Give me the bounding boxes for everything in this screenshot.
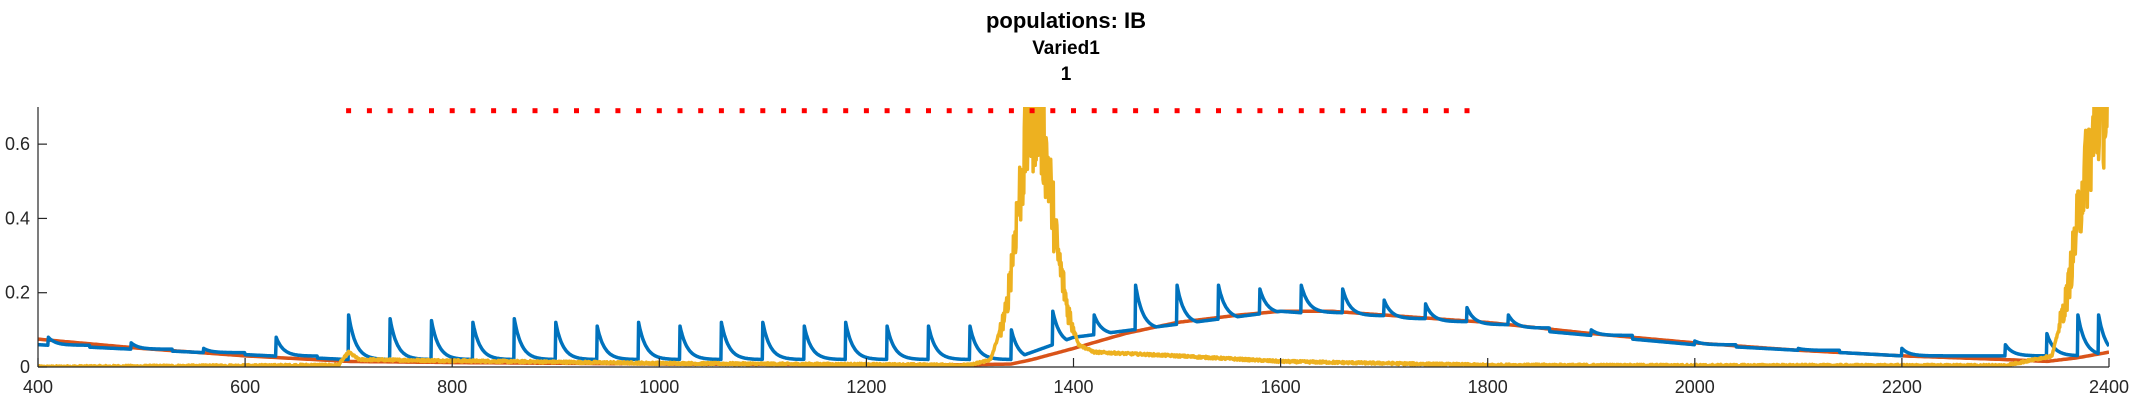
annotation-dot [366, 108, 372, 114]
annotation-dot [511, 108, 517, 114]
annotation-dot [863, 108, 869, 114]
x-tick-label: 2400 [2089, 377, 2129, 397]
annotation-dot [905, 108, 911, 114]
x-tick-label: 600 [230, 377, 260, 397]
annotation-dot [1091, 108, 1097, 114]
annotation-dot [1443, 108, 1449, 114]
annotation-dot [801, 108, 807, 114]
annotation-dot [1360, 108, 1366, 114]
chart-subtitle: Varied1 [1032, 38, 1100, 59]
annotation-dot [1340, 108, 1346, 114]
annotation-dot [739, 108, 745, 114]
annotation-dot [1008, 108, 1014, 114]
x-tick-label: 2000 [1675, 377, 1715, 397]
y-tick-label: 0.2 [5, 283, 30, 303]
annotation-dot [1029, 108, 1035, 114]
annotation-dot [656, 108, 662, 114]
x-tick-label: 1000 [639, 377, 679, 397]
annotation-dot [946, 108, 952, 114]
annotation-dot [781, 108, 787, 114]
annotation-dot [988, 108, 994, 114]
annotation-dot [718, 108, 724, 114]
annotation-dot [1278, 108, 1284, 114]
annotation-dot [1257, 108, 1263, 114]
annotation-dot [387, 108, 393, 114]
annotation-dot [677, 108, 683, 114]
x-tick-label: 400 [23, 377, 53, 397]
annotation-dot [346, 108, 352, 114]
annotation-dot [967, 108, 973, 114]
annotation-dot [1112, 108, 1118, 114]
x-tick-label: 1400 [1053, 377, 1093, 397]
annotation-dot [470, 108, 476, 114]
annotation-dot [822, 108, 828, 114]
x-tick-label: 800 [437, 377, 467, 397]
annotation-dot [429, 108, 434, 114]
annotation-dot [1071, 108, 1076, 114]
annotation-dot [1216, 108, 1221, 114]
annotation-dot [408, 108, 414, 114]
series-layer [38, 107, 2109, 367]
chart-subtitle-2: 1 [1061, 64, 1072, 85]
annotation-dot [760, 108, 766, 114]
annotation-dot [636, 108, 642, 114]
annotation-dot [1174, 108, 1180, 114]
x-tick-label: 1800 [1468, 377, 1508, 397]
annotation-dot [553, 108, 559, 114]
annotation-dot [615, 108, 621, 114]
annotation-dot [1402, 108, 1408, 114]
x-tick-label: 1600 [1261, 377, 1301, 397]
annotation-dot [1050, 108, 1056, 114]
annotation-dot [884, 108, 890, 114]
annotation-dot [532, 108, 538, 114]
series-yellow-line [38, 107, 2109, 367]
x-tick-label: 1200 [846, 377, 886, 397]
y-tick-label: 0 [20, 357, 30, 377]
annotation-dot [491, 108, 497, 114]
annotation-dot [698, 108, 704, 114]
chart-title: populations: IB [986, 8, 1146, 33]
annotation-dot [449, 108, 455, 114]
annotation-dot [1236, 108, 1242, 114]
annotation-dot [1195, 108, 1201, 114]
y-tick-label: 0.6 [5, 134, 30, 154]
annotation-dot [1423, 108, 1429, 114]
annotation-dot [926, 108, 931, 114]
annotation-dot [1133, 108, 1139, 114]
y-tick-label: 0.4 [5, 208, 30, 228]
annotation-dot [574, 108, 579, 114]
axes-layer: 400 600 800 1000 1200 1400 1600 1800 2000 2200 240… [5, 107, 2129, 397]
annotation-dot [1381, 108, 1387, 114]
annotation-dot [594, 108, 600, 114]
annotation-dot [1319, 108, 1325, 114]
annotation-dot [843, 108, 849, 114]
annotation-dot [1298, 108, 1304, 114]
annotation-dot [1153, 108, 1159, 114]
annotation-dot [1464, 108, 1470, 114]
x-tick-label: 2200 [1882, 377, 1922, 397]
